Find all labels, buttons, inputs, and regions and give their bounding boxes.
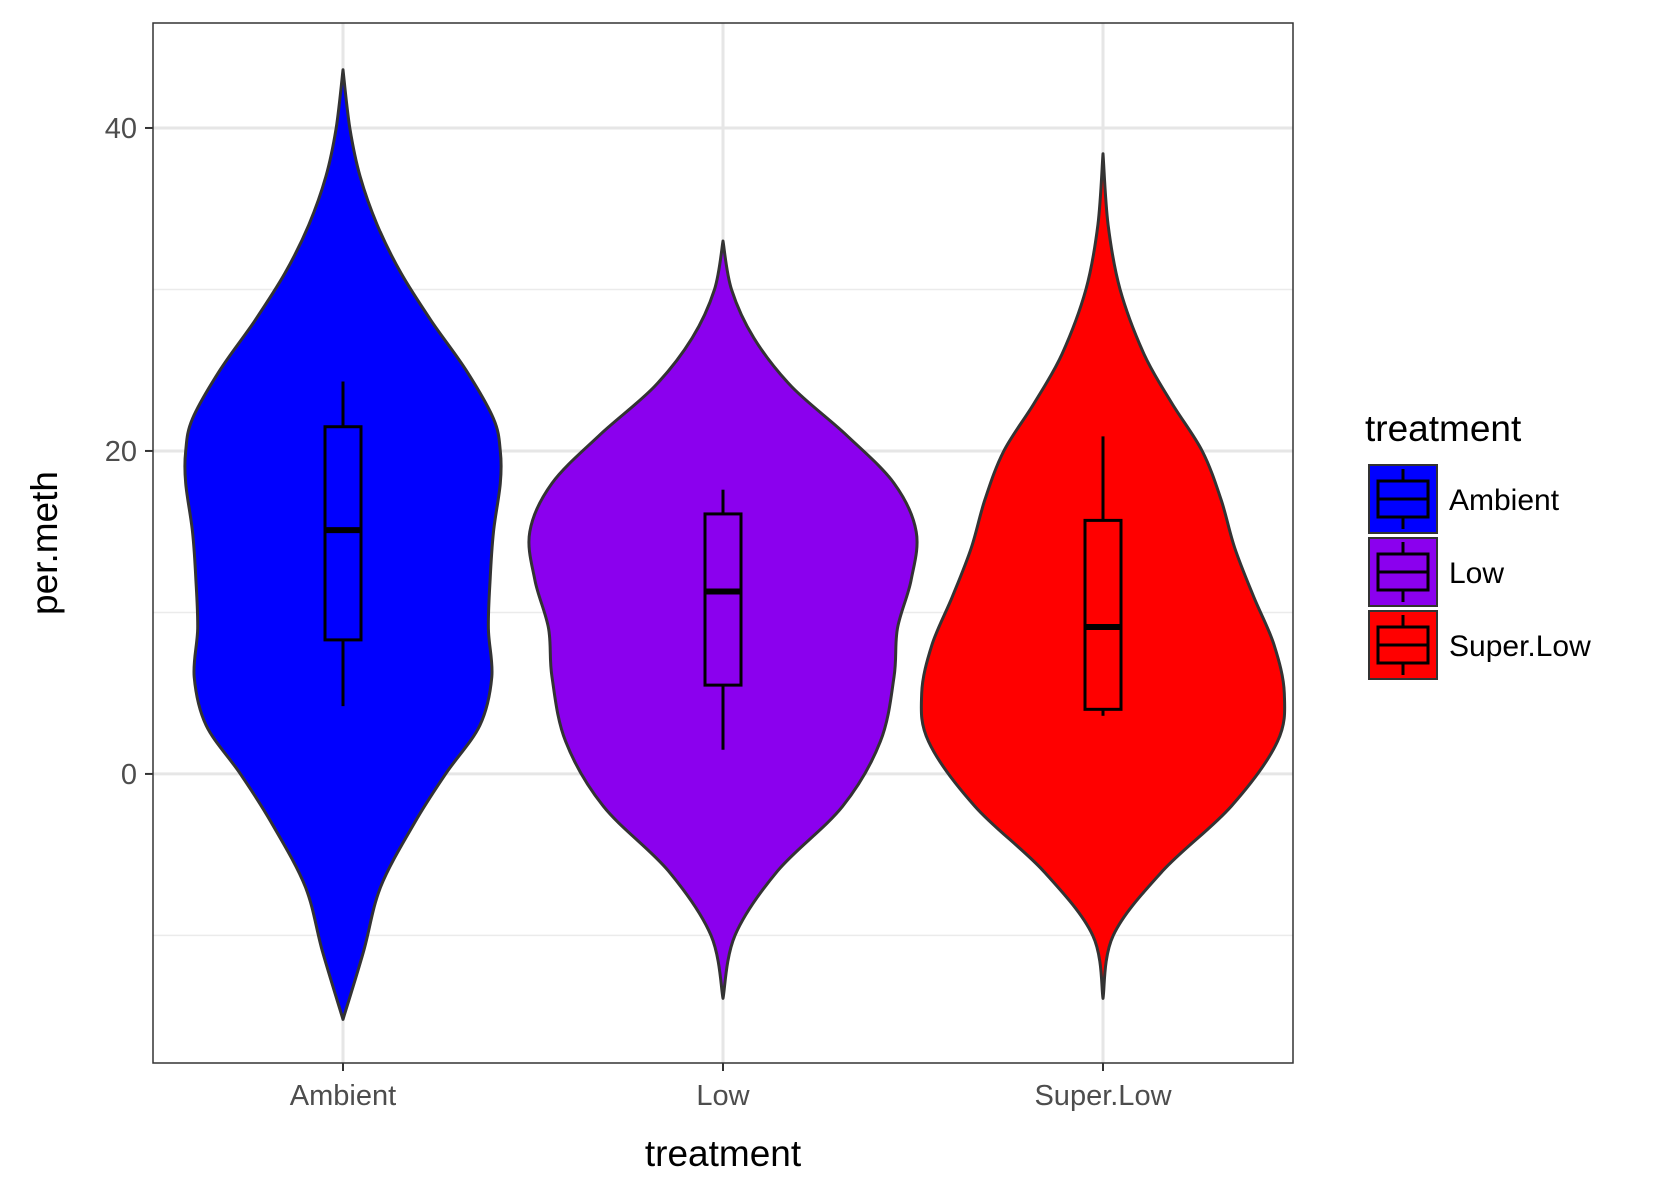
boxplots [323, 381, 1123, 750]
x-tick-label: Ambient [290, 1080, 396, 1112]
x-tick-label: Super.Low [1034, 1080, 1172, 1112]
boxplot-super-low [1083, 436, 1123, 716]
y-tick-label: 0 [121, 759, 137, 791]
legend-item-ambient: Ambient [1368, 464, 1560, 534]
y-axis-title: per.meth [24, 471, 65, 615]
legend-title: treatment [1365, 408, 1522, 449]
box-iqr [323, 425, 363, 642]
legend-item-low: Low [1368, 537, 1504, 607]
boxplot-low [703, 489, 743, 750]
y-axis: 0 20 40 [105, 113, 153, 791]
legend: treatment Ambient Low Super.Low [1365, 408, 1591, 680]
legend-item-super-low: Super.Low [1368, 610, 1591, 680]
legend-label: Ambient [1449, 484, 1560, 517]
legend-label: Low [1449, 557, 1504, 590]
x-axis: Ambient Low Super.Low [290, 1063, 1173, 1112]
boxplot-ambient [323, 381, 363, 707]
box-iqr [703, 512, 743, 687]
y-tick-label: 40 [105, 113, 137, 145]
box-iqr [1083, 518, 1123, 711]
legend-label: Super.Low [1449, 630, 1591, 663]
x-tick-label: Low [696, 1080, 750, 1112]
y-tick-label: 20 [105, 436, 137, 468]
x-axis-title: treatment [645, 1133, 802, 1174]
